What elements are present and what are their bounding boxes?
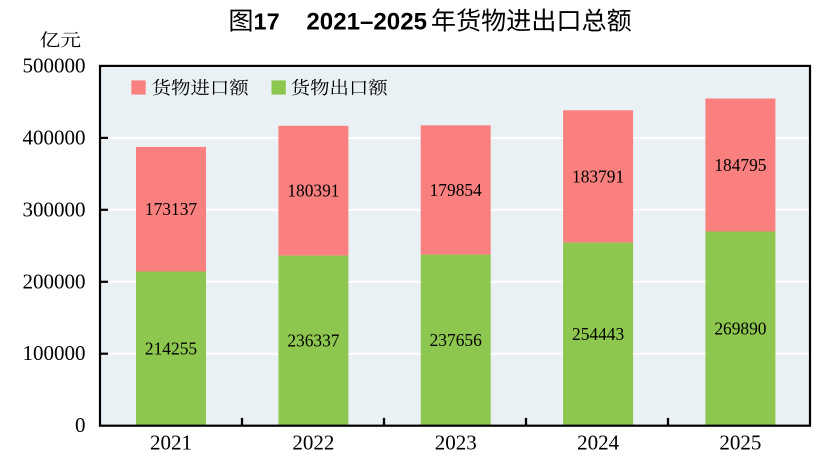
svg-text:184795: 184795 (714, 155, 766, 175)
svg-text:2025: 2025 (719, 430, 761, 454)
svg-text:254443: 254443 (572, 324, 624, 344)
svg-text:2021: 2021 (150, 430, 192, 454)
svg-text:0: 0 (75, 413, 86, 437)
svg-text:236337: 236337 (287, 331, 339, 351)
svg-text:269890: 269890 (714, 319, 766, 339)
svg-text:214255: 214255 (145, 339, 197, 359)
svg-text:17: 17 (254, 9, 280, 35)
svg-text:500000: 500000 (23, 53, 86, 77)
svg-text:2023: 2023 (435, 430, 477, 454)
svg-text:100000: 100000 (23, 341, 86, 365)
svg-text:2021–2025: 2021–2025 (306, 9, 427, 36)
svg-text:180391: 180391 (287, 181, 339, 201)
svg-text:2024: 2024 (577, 430, 620, 454)
svg-text:2022: 2022 (292, 430, 334, 454)
svg-text:179854: 179854 (430, 180, 482, 200)
svg-text:400000: 400000 (23, 125, 86, 149)
svg-text:183791: 183791 (572, 166, 624, 186)
svg-text:237656: 237656 (430, 330, 482, 350)
svg-text:173137: 173137 (145, 199, 197, 219)
svg-text:200000: 200000 (23, 269, 86, 293)
svg-text:300000: 300000 (23, 197, 86, 221)
